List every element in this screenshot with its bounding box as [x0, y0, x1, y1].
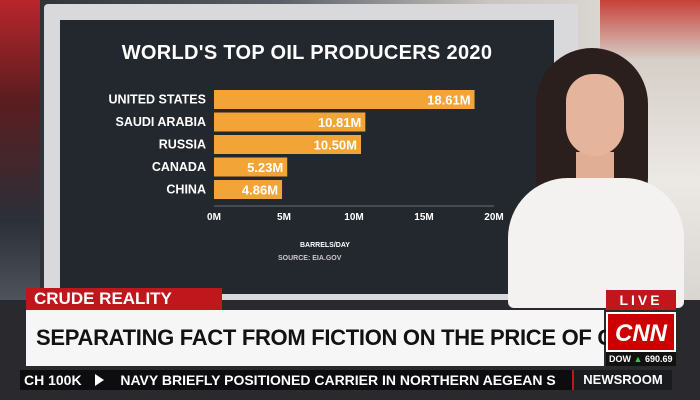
- bar: [214, 90, 475, 109]
- dow-value: 690.69: [644, 354, 673, 364]
- dow-label: DOW: [609, 354, 631, 364]
- bar: [214, 135, 361, 154]
- category-label: UNITED STATES: [109, 93, 206, 107]
- value-label: 10.50M: [314, 138, 357, 153]
- category-label: CANADA: [152, 160, 206, 174]
- x-axis-label: BARRELS/DAY: [300, 242, 350, 249]
- anchor-face: [566, 74, 624, 156]
- x-tick-label: 15M: [414, 212, 433, 223]
- live-badge: LIVE: [606, 290, 676, 310]
- ticker-arrow-icon: [95, 374, 105, 386]
- anchor-blouse: [508, 178, 684, 308]
- show-name: NEWSROOM: [572, 370, 672, 390]
- bar-chart: UNITED STATES 18.61M SAUDI ARABIA 10.81M RUS…: [109, 90, 504, 223]
- chart-screen: WORLD'S TOP OIL PRODUCERS 2020 UNITED ST…: [60, 20, 554, 294]
- value-label: 4.86M: [242, 183, 278, 198]
- chart-title: WORLD'S TOP OIL PRODUCERS 2020: [121, 42, 493, 64]
- ticker-main-item: NAVY BRIEFLY POSITIONED CARRIER IN NORTH…: [120, 372, 556, 388]
- x-tick-label: 10M: [344, 212, 363, 223]
- ticker-left-item: CH 100K: [24, 372, 82, 388]
- value-label: 10.81M: [318, 115, 361, 130]
- bar: [214, 112, 366, 132]
- x-tick-label: 20M: [484, 212, 503, 223]
- x-tick-label: 5M: [277, 212, 291, 223]
- x-tick-label: 0M: [207, 212, 221, 223]
- up-arrow-icon: ▲: [633, 354, 643, 364]
- network-logo: CNN: [606, 312, 676, 352]
- value-label: 18.61M: [427, 93, 470, 108]
- source-note: SOURCE: EIA.GOV: [278, 255, 342, 262]
- dow-readout: DOW ▲ 690.69: [606, 352, 676, 366]
- category-label: CHINA: [166, 183, 206, 197]
- topic-tag: CRUDE REALITY: [26, 288, 222, 310]
- category-label: SAUDI ARABIA: [115, 115, 206, 129]
- news-ticker: CH 100K NAVY BRIEFLY POSITIONED CARRIER …: [20, 370, 670, 390]
- value-label: 5.23M: [247, 160, 283, 175]
- category-label: RUSSIA: [159, 138, 206, 152]
- bars-group: UNITED STATES 18.61M SAUDI ARABIA 10.81M RUS…: [109, 90, 504, 223]
- bar: [214, 157, 288, 177]
- bar: [214, 180, 283, 199]
- news-anchor: [500, 48, 690, 308]
- headline-banner: SEPARATING FACT FROM FICTION ON THE PRIC…: [26, 310, 644, 366]
